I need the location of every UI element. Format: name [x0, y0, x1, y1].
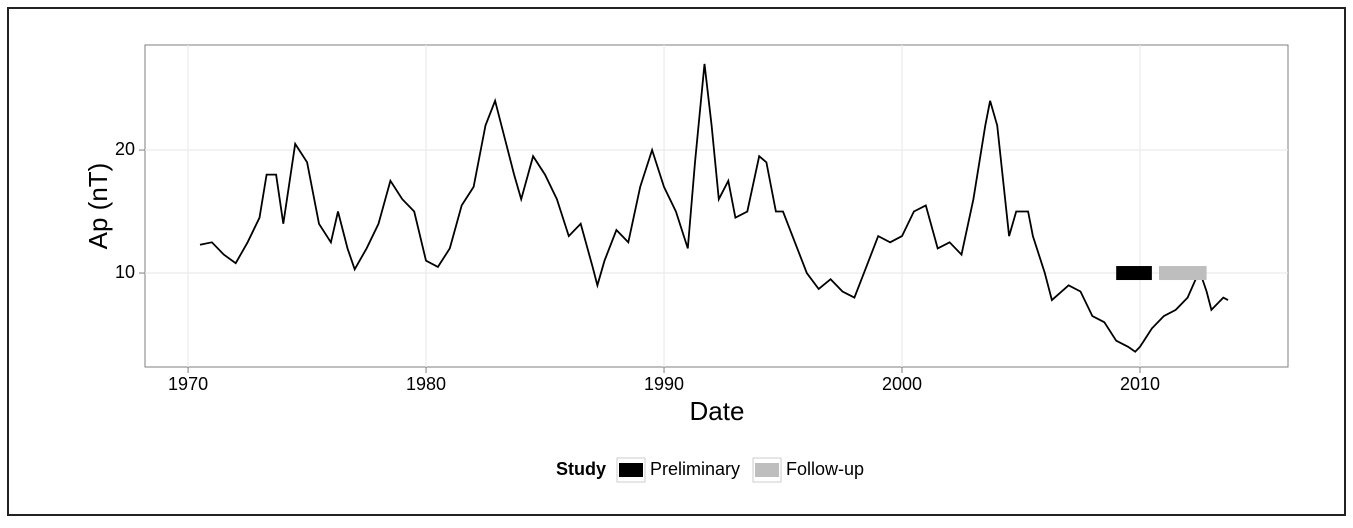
legend-label: Preliminary [650, 459, 740, 479]
x-tick-label: 1990 [644, 374, 684, 394]
study-bar [1116, 266, 1152, 281]
y-tick-label: 10 [115, 262, 135, 282]
study-bar [1159, 266, 1207, 281]
x-tick-label: 2010 [1120, 374, 1160, 394]
panel [144, 44, 1289, 368]
legend-swatch [755, 463, 780, 477]
legend-title: Study [556, 459, 606, 479]
data-line [199, 63, 1229, 353]
y-tick-label: 20 [115, 139, 135, 159]
y-axis-title: Ap (nT) [83, 163, 113, 250]
x-tick-label: 1980 [406, 374, 446, 394]
legend-label: Follow-up [786, 459, 864, 479]
x-tick-label: 1970 [168, 374, 208, 394]
x-axis-title: Date [690, 396, 745, 426]
legend-swatch [619, 463, 643, 477]
x-tick-label: 2000 [882, 374, 922, 394]
